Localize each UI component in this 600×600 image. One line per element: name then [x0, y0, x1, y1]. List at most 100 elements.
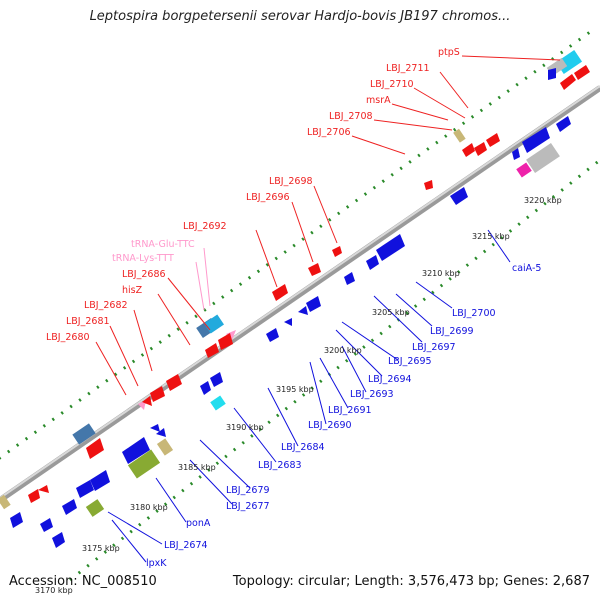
- cds-caiA-5[interactable]: [450, 187, 468, 205]
- cds-LBJ_2680[interactable]: [142, 396, 152, 406]
- cds-LBJ_2695[interactable]: [306, 296, 321, 312]
- cds-LBJ_2710[interactable]: [486, 133, 500, 147]
- cds-LBJ_2694[interactable]: [298, 306, 308, 315]
- cds-LBJ_2681[interactable]: [150, 386, 165, 402]
- trna-Glu-TTC[interactable]: [226, 330, 236, 340]
- cds-rev-8[interactable]: [52, 532, 65, 548]
- label-LBJ_2677[interactable]: LBJ_2677: [226, 501, 270, 512]
- cds-LBJ_2696[interactable]: [308, 263, 321, 276]
- label-msrA[interactable]: msrA: [366, 95, 391, 106]
- tick-3170: 3170 kbp: [35, 586, 73, 595]
- label-LBJ_2682[interactable]: LBJ_2682: [84, 300, 128, 311]
- label-LBJ_2680[interactable]: LBJ_2680: [46, 332, 90, 343]
- label-caiA-5[interactable]: caiA-5: [512, 263, 541, 274]
- tick-3205: 3205 kbp: [372, 308, 410, 317]
- cds-LBJ_2711[interactable]: [474, 142, 487, 156]
- label-LBJ_2708[interactable]: LBJ_2708: [329, 111, 373, 122]
- feature-msrA[interactable]: [453, 128, 466, 143]
- cds-LBJ_2706[interactable]: [424, 180, 433, 190]
- label-LBJ_2691[interactable]: LBJ_2691: [328, 405, 372, 416]
- tick-3210: 3210 kbp: [422, 269, 460, 278]
- label-LBJ_2679[interactable]: LBJ_2679: [226, 485, 270, 496]
- cds-rev-6[interactable]: [62, 499, 77, 515]
- tick-3195: 3195 kbp: [276, 385, 314, 394]
- cds-LBJ_2692[interactable]: [272, 284, 288, 301]
- cds-LBJ_2693[interactable]: [284, 318, 292, 326]
- cds-LBJ_2683[interactable]: [150, 424, 160, 432]
- cds-rev-5[interactable]: [76, 480, 94, 498]
- feature-lpxK[interactable]: [85, 499, 105, 517]
- cds-rev-3[interactable]: [522, 127, 550, 153]
- label-LBJ_2684[interactable]: LBJ_2684: [281, 442, 325, 453]
- label-LBJ_2686[interactable]: LBJ_2686: [122, 269, 166, 280]
- label-hisZ[interactable]: hisZ: [122, 285, 143, 296]
- outer-dotted-track: [0, 30, 591, 460]
- feature-tan-left[interactable]: [0, 494, 11, 510]
- cds-rev-2[interactable]: [556, 116, 571, 132]
- cds-hisZ[interactable]: [205, 343, 219, 358]
- cds-LBJ_2690[interactable]: [210, 372, 223, 387]
- label-connectors-bottom: [107, 229, 511, 563]
- label-LBJ_2711[interactable]: LBJ_2711: [386, 63, 430, 74]
- cds-rev-4[interactable]: [512, 148, 520, 160]
- label-LBJ_2693[interactable]: LBJ_2693: [350, 389, 394, 400]
- cds-LBJ_2697[interactable]: [344, 272, 355, 285]
- cds-left-c[interactable]: [38, 485, 49, 493]
- kbp-ticks: 3170 kbp 3175 kbp 3180 kbp 3185 kbp 3190…: [35, 196, 562, 595]
- tick-3175: 3175 kbp: [82, 544, 120, 553]
- cds-LBJ_2677[interactable]: [122, 437, 150, 464]
- cds-left-a[interactable]: [86, 438, 104, 459]
- reverse-features: [10, 68, 571, 548]
- label-tRNA-Lys-TTT[interactable]: tRNA-Lys-TTT: [112, 253, 174, 264]
- cds-LBJ_2699[interactable]: [366, 255, 379, 270]
- cds-LBJ_2686[interactable]: [218, 333, 233, 350]
- cds-ptps-b[interactable]: [574, 65, 590, 80]
- chromosome-backbone-highlight: [0, 85, 600, 499]
- cds-LBJ_2700[interactable]: [376, 234, 405, 261]
- tick-3190: 3190 kbp: [226, 423, 264, 432]
- label-lpxK[interactable]: lpxK: [146, 558, 167, 569]
- cds-rev-9[interactable]: [10, 512, 23, 528]
- feature-tan-bottom[interactable]: [156, 438, 174, 456]
- tick-3200: 3200 kbp: [324, 346, 362, 355]
- tick-3185: 3185 kbp: [178, 463, 216, 472]
- cds-LBJ_2674[interactable]: [90, 470, 110, 491]
- feature-blue-left[interactable]: [72, 423, 96, 445]
- label-ptpS[interactable]: ptpS: [438, 47, 460, 58]
- cds-rev-7[interactable]: [40, 518, 53, 532]
- label-LBJ_2698[interactable]: LBJ_2698: [269, 176, 313, 187]
- label-LBJ_2695[interactable]: LBJ_2695: [388, 356, 432, 367]
- tick-3215: 3215 kbp: [472, 232, 510, 241]
- label-LBJ_2697[interactable]: LBJ_2697: [412, 342, 456, 353]
- label-LBJ_2710[interactable]: LBJ_2710: [370, 79, 414, 90]
- cds-LBJ_2682[interactable]: [166, 374, 182, 391]
- cds-LBJ_2708[interactable]: [462, 143, 475, 157]
- cds-ptpS[interactable]: [560, 74, 576, 90]
- label-LBJ_2706[interactable]: LBJ_2706: [307, 127, 351, 138]
- label-LBJ_2696[interactable]: LBJ_2696: [246, 192, 290, 203]
- label-ponA[interactable]: ponA: [186, 518, 211, 529]
- label-connectors-trna: [195, 247, 211, 311]
- label-tRNA-Glu-TTC[interactable]: tRNA-Glu-TTC: [131, 239, 195, 250]
- cds-LBJ_2679[interactable]: [156, 428, 166, 437]
- accession-text: Accession: NC_008510: [9, 574, 157, 589]
- feature-labels-bottom: caiA-5 LBJ_2700 LBJ_2699 LBJ_2697 LBJ_26…: [146, 263, 541, 569]
- feature-grey-bottom[interactable]: [526, 142, 560, 174]
- cds-left-b[interactable]: [28, 489, 40, 503]
- cds-LBJ_2698[interactable]: [332, 246, 342, 257]
- label-LBJ_2694[interactable]: LBJ_2694: [368, 374, 412, 385]
- label-LBJ_2692[interactable]: LBJ_2692: [183, 221, 227, 232]
- label-LBJ_2699[interactable]: LBJ_2699: [430, 326, 474, 337]
- feature-magenta[interactable]: [516, 162, 532, 178]
- feature-cyan-bottom[interactable]: [210, 395, 226, 411]
- cds-LBJ_2691[interactable]: [266, 328, 279, 342]
- cds-rev-1[interactable]: [548, 68, 556, 80]
- label-LBJ_2674[interactable]: LBJ_2674: [164, 540, 208, 551]
- label-LBJ_2683[interactable]: LBJ_2683: [258, 460, 302, 471]
- feature-ponA[interactable]: [127, 449, 161, 479]
- label-LBJ_2690[interactable]: LBJ_2690: [308, 420, 352, 431]
- label-LBJ_2700[interactable]: LBJ_2700: [452, 308, 496, 319]
- cds-LBJ_2684[interactable]: [200, 381, 211, 395]
- label-LBJ_2681[interactable]: LBJ_2681: [66, 316, 110, 327]
